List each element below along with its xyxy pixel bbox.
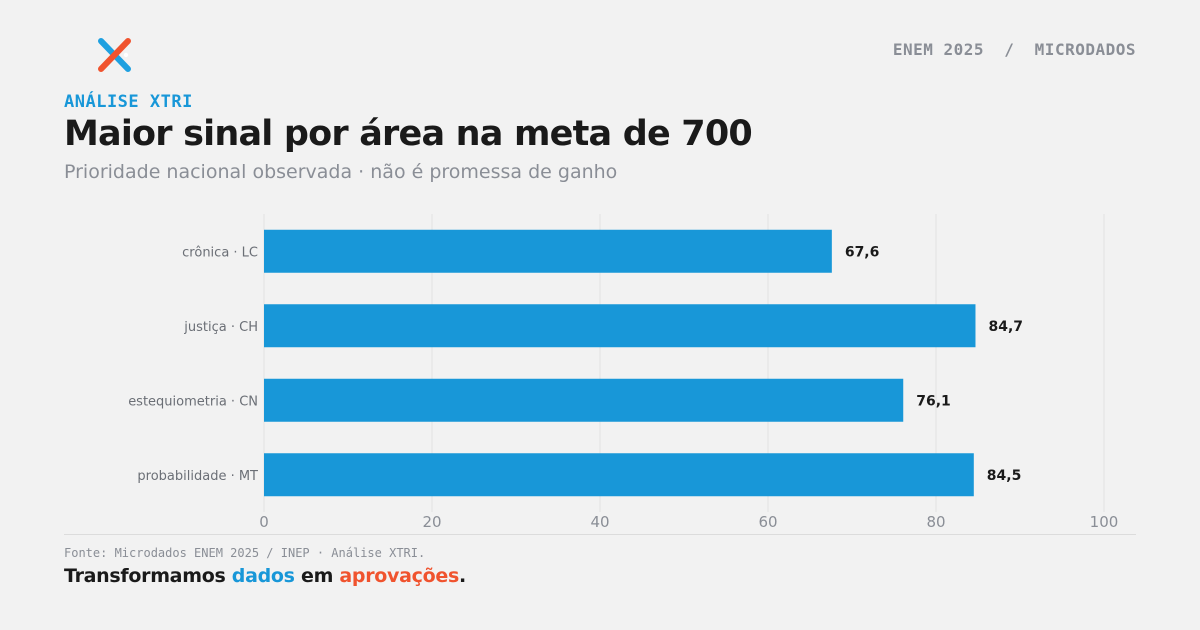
category-label: probabilidade · MT bbox=[137, 469, 258, 484]
brand-breadcrumb: ENEM 2025 / MICRODADOS bbox=[892, 40, 1136, 59]
bar bbox=[264, 304, 976, 348]
source-note: Fonte: Microdados ENEM 2025 / INEP · Aná… bbox=[64, 546, 426, 560]
x-tick-label: 100 bbox=[1090, 513, 1119, 531]
tagline-highlight-data: dados bbox=[231, 565, 295, 587]
data-label: 67,6 bbox=[845, 244, 880, 260]
kicker-label: ANÁLISE XTRI bbox=[64, 92, 193, 112]
page-subtitle: Prioridade nacional observada · não é pr… bbox=[64, 161, 618, 183]
category-label: crônica · LC bbox=[182, 245, 258, 260]
category-label: estequiometria · CN bbox=[128, 394, 258, 409]
x-tick-label: 80 bbox=[926, 513, 945, 531]
x-tick-label: 0 bbox=[259, 513, 269, 531]
x-tick-label: 20 bbox=[422, 513, 441, 531]
data-label: 84,5 bbox=[987, 468, 1022, 484]
x-tick-label: 40 bbox=[590, 513, 609, 531]
data-label: 84,7 bbox=[988, 319, 1023, 335]
x-tick-label: 60 bbox=[758, 513, 777, 531]
bar bbox=[264, 378, 904, 422]
data-label: 76,1 bbox=[916, 393, 951, 409]
footer-divider bbox=[64, 534, 1136, 535]
bar bbox=[264, 453, 974, 497]
category-label: justiça · CH bbox=[183, 320, 258, 335]
bar bbox=[264, 229, 832, 273]
tagline-highlight-approvals: aprovações bbox=[339, 565, 459, 587]
tagline-part: Transformamos bbox=[64, 565, 232, 587]
tagline: Transformamos dados em aprovações. bbox=[64, 565, 466, 587]
xtri-x-logo-icon bbox=[98, 38, 131, 72]
tagline-part: em bbox=[294, 565, 340, 587]
tagline-part: . bbox=[458, 565, 466, 587]
page-title: Maior sinal por área na meta de 700 bbox=[64, 114, 753, 154]
